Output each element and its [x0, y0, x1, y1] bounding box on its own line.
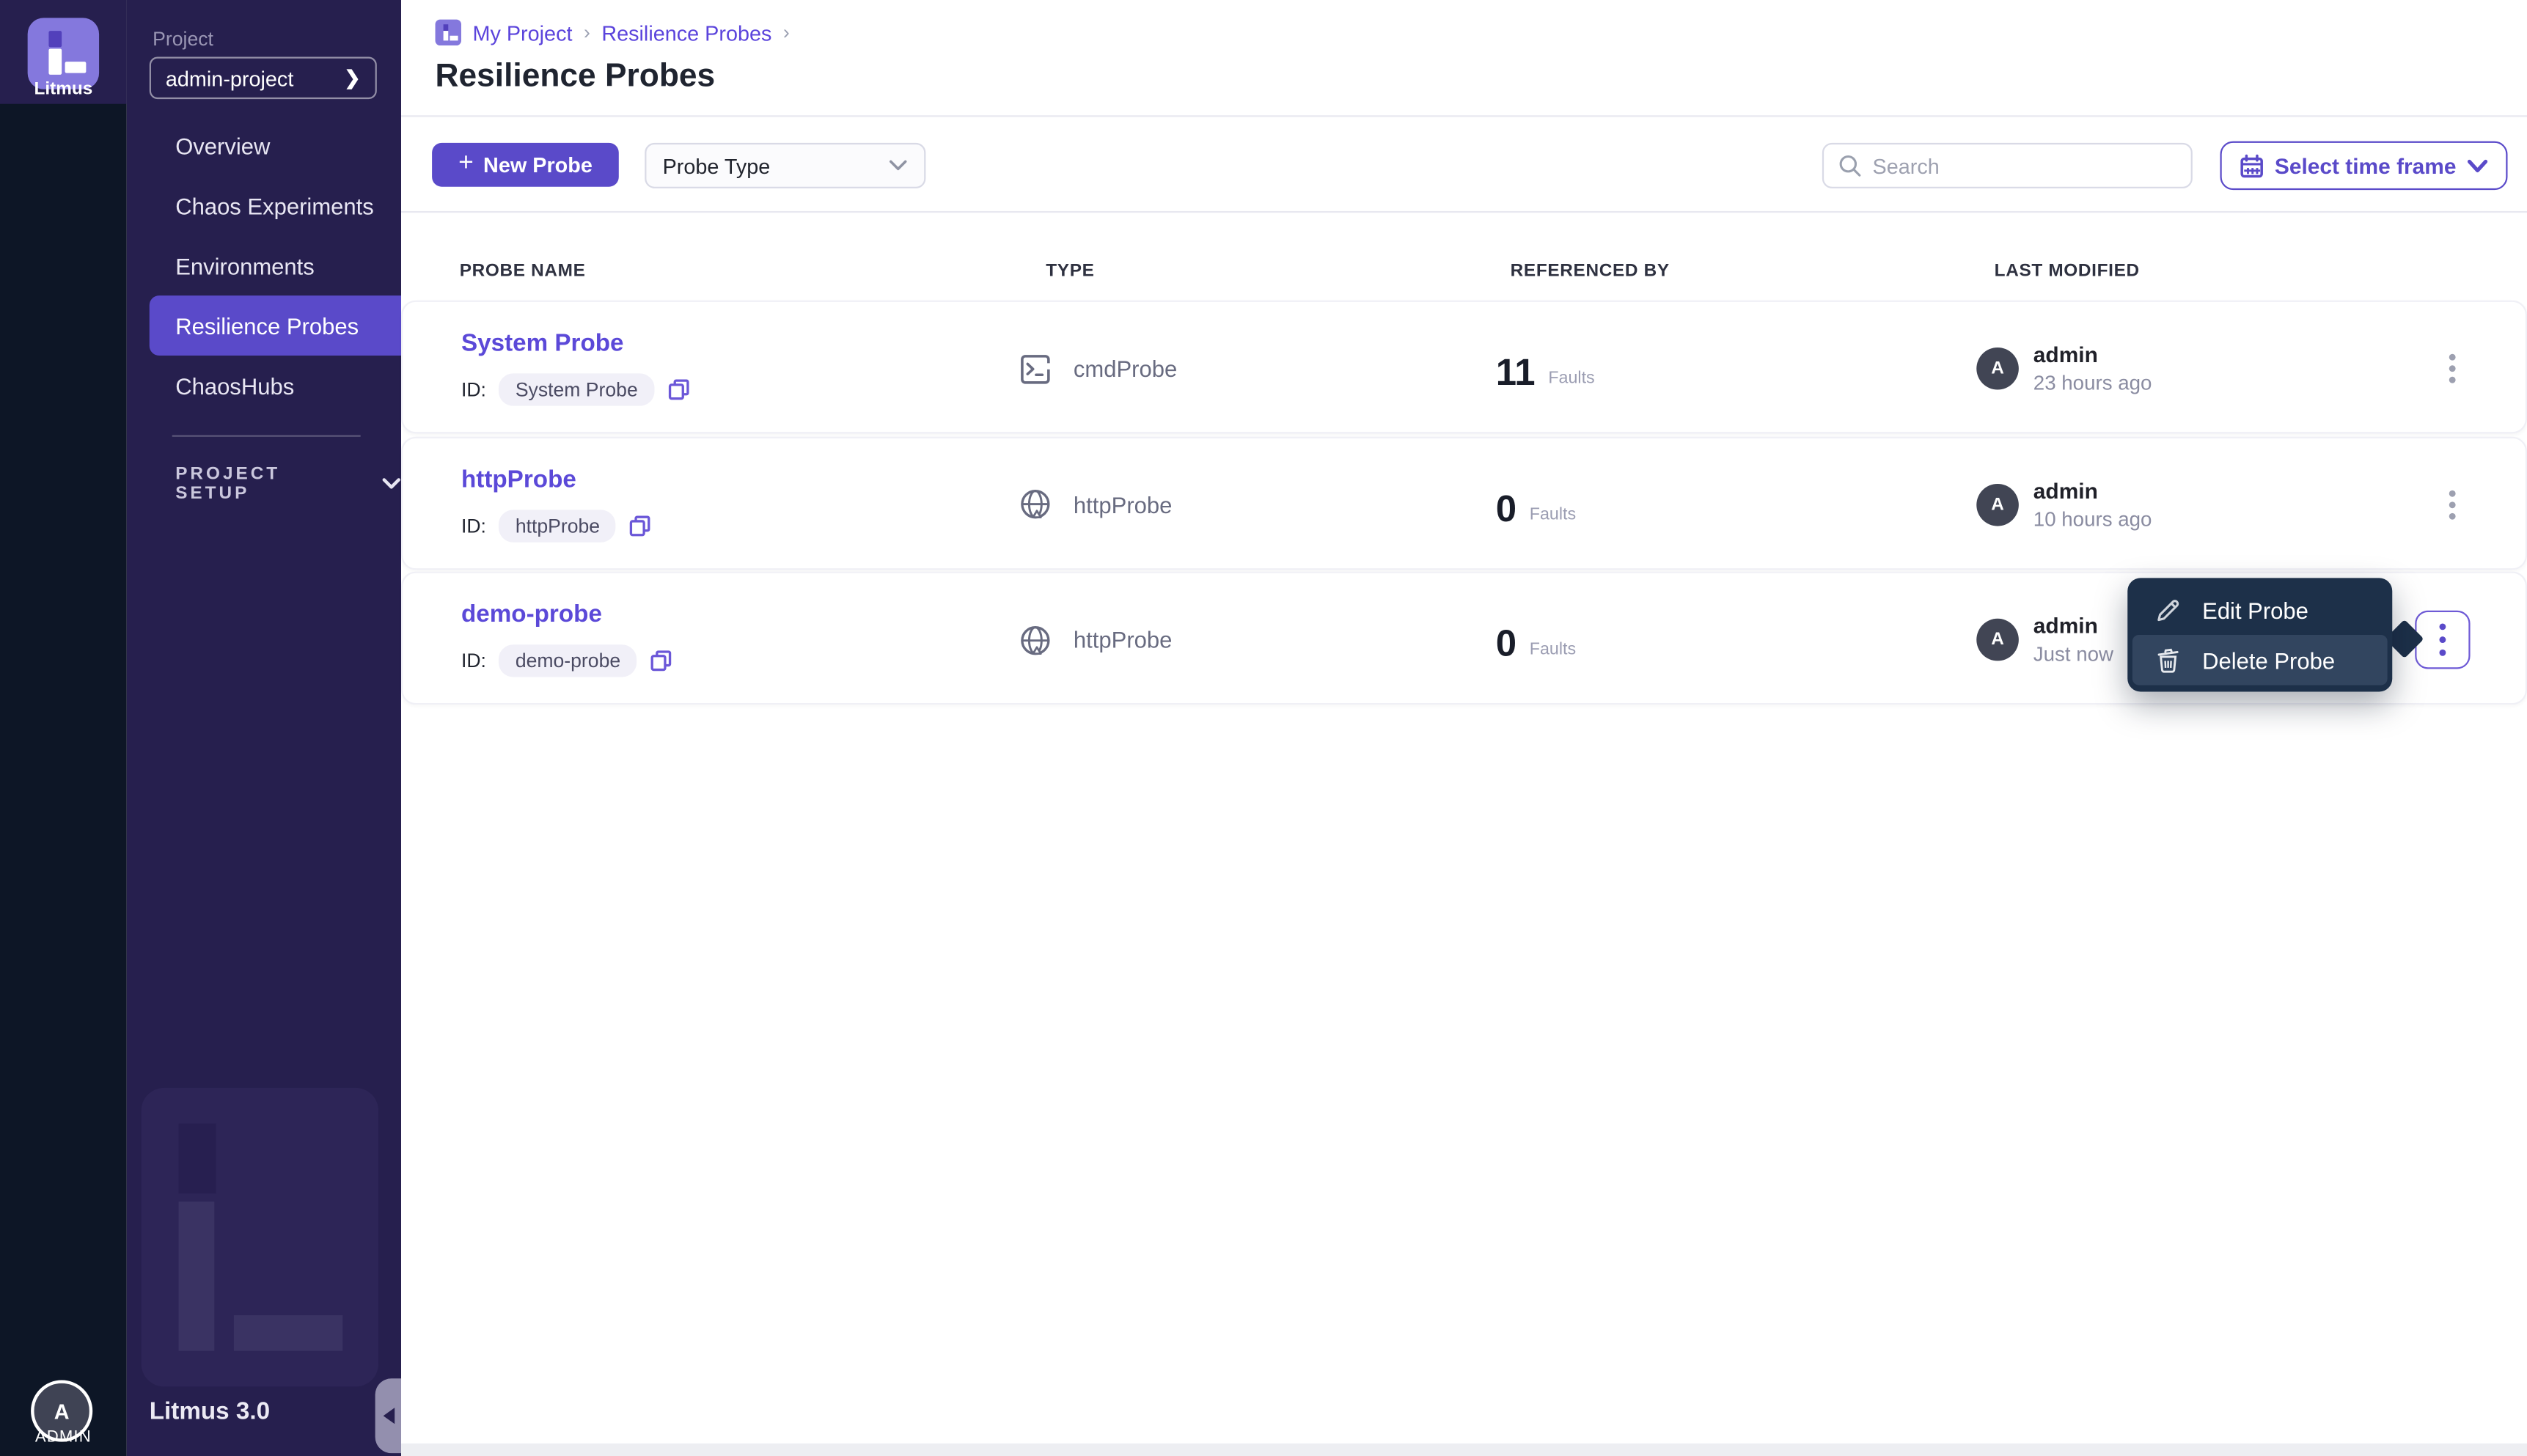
- version-label: Litmus 3.0: [149, 1397, 271, 1426]
- terminal-icon: [1021, 353, 1050, 383]
- project-setup-section[interactable]: PROJECT SETUP: [175, 464, 401, 504]
- delete-probe-menu-item[interactable]: Delete Probe: [2132, 634, 2388, 685]
- breadcrumb-logo-icon: [435, 19, 461, 46]
- column-header-referenced-by: REFERENCED BY: [1510, 261, 1670, 282]
- copy-icon[interactable]: [667, 378, 690, 401]
- plus-icon: +: [458, 149, 474, 177]
- sidebar-item-overview[interactable]: Overview: [175, 132, 271, 158]
- chevron-down-icon: [382, 478, 400, 489]
- probe-id-badge: httpProbe: [499, 509, 617, 542]
- edit-probe-menu-item[interactable]: Edit Probe: [2132, 584, 2388, 635]
- horizontal-scrollbar[interactable]: [401, 1443, 2527, 1456]
- sidebar-divider: [172, 435, 361, 437]
- collapse-arrow-icon: [382, 1408, 395, 1424]
- referenced-unit: Faults: [1548, 368, 1595, 389]
- litmus-logo-label: Litmus: [34, 79, 93, 100]
- referenced-unit: Faults: [1529, 504, 1577, 524]
- sidebar-nav: Overview Chaos Experiments Environments …: [127, 115, 402, 416]
- breadcrumb: My Project › Resilience Probes ›: [435, 19, 790, 46]
- column-header-type: TYPE: [1046, 261, 1095, 282]
- pencil-icon: [2157, 599, 2179, 621]
- litmus-logo-icon[interactable]: [27, 18, 100, 89]
- row-menu-button[interactable]: [2429, 482, 2475, 527]
- modified-time: 23 hours ago: [2033, 372, 2152, 395]
- breadcrumb-separator: ›: [583, 21, 590, 44]
- row-menu-button-open[interactable]: [2415, 610, 2471, 669]
- left-rail: Litmus A ADMIN: [0, 0, 127, 1456]
- modified-time: 10 hours ago: [2033, 507, 2152, 531]
- project-selector-value: admin-project: [165, 65, 294, 90]
- new-probe-button[interactable]: + New Probe: [432, 142, 619, 187]
- chevron-down-icon: [2468, 158, 2489, 172]
- litmus-watermark: [141, 1087, 379, 1387]
- globe-icon: [1021, 490, 1050, 519]
- referenced-count: 11: [1495, 350, 1536, 393]
- probe-type-label: cmdProbe: [1073, 356, 1178, 382]
- admin-avatar[interactable]: A: [31, 1380, 93, 1442]
- table-row: httpProbe ID: httpProbe: [401, 435, 2527, 570]
- table-row: System Probe ID: System Probe: [401, 300, 2527, 434]
- copy-icon[interactable]: [629, 514, 652, 537]
- probe-id-badge: demo-probe: [499, 644, 637, 677]
- avatar: A: [1976, 618, 2019, 661]
- breadcrumb-separator: ›: [782, 21, 790, 44]
- referenced-unit: Faults: [1529, 639, 1577, 660]
- id-label: ID:: [461, 378, 486, 402]
- context-menu: Edit Probe Delete Probe: [2127, 578, 2393, 692]
- chevron-right-icon: ❯: [344, 66, 361, 89]
- probe-type-label: httpProbe: [1073, 490, 1173, 518]
- probe-name-link[interactable]: httpProbe: [461, 465, 576, 493]
- sidebar-item-chaos-experiments[interactable]: Chaos Experiments: [175, 192, 374, 218]
- chevron-down-icon: [889, 160, 907, 171]
- page-title: Resilience Probes: [435, 58, 716, 95]
- id-label: ID:: [461, 513, 486, 537]
- column-header-last-modified: LAST MODIFIED: [1994, 261, 2140, 282]
- search-field: [1822, 142, 2193, 188]
- sidebar-item-chaoshubs[interactable]: ChaosHubs: [175, 372, 295, 399]
- id-label: ID:: [461, 649, 486, 672]
- breadcrumb-project-link[interactable]: My Project: [472, 20, 573, 45]
- toolbar-divider: [401, 210, 2527, 213]
- referenced-count: 0: [1495, 486, 1517, 529]
- sidebar-item-resilience-probes[interactable]: Resilience Probes: [149, 295, 402, 356]
- sidebar-collapse-handle[interactable]: [375, 1378, 402, 1454]
- probe-name-link[interactable]: System Probe: [461, 329, 624, 358]
- breadcrumb-page-link[interactable]: Resilience Probes: [601, 20, 772, 45]
- search-icon: [1839, 155, 1861, 177]
- project-selector[interactable]: admin-project ❯: [149, 56, 377, 100]
- probe-name-link[interactable]: demo-probe: [461, 600, 602, 629]
- modified-by: admin: [2033, 614, 2098, 639]
- modified-by: admin: [2033, 342, 2098, 367]
- select-time-frame-button[interactable]: Select time frame: [2220, 141, 2508, 191]
- sidebar-item-environments[interactable]: Environments: [175, 252, 315, 279]
- probe-type-label: httpProbe: [1073, 626, 1173, 653]
- trash-icon: [2157, 647, 2179, 672]
- probe-id-badge: System Probe: [499, 373, 654, 406]
- globe-icon: [1021, 625, 1050, 655]
- modified-time: Just now: [2033, 643, 2114, 666]
- copy-icon[interactable]: [650, 650, 672, 672]
- sidebar: Project admin-project ❯ Overview Chaos E…: [126, 0, 402, 1456]
- project-label: Project: [153, 27, 213, 51]
- main-content: My Project › Resilience Probes › Resilie…: [401, 0, 2527, 1456]
- header-divider: [401, 115, 2527, 117]
- avatar: A: [1976, 347, 2019, 390]
- probe-table: System Probe ID: System Probe: [401, 300, 2527, 707]
- avatar: A: [1976, 482, 2019, 526]
- column-header-probe-name: PROBE NAME: [459, 261, 586, 282]
- admin-label: ADMIN: [34, 1428, 92, 1447]
- modified-by: admin: [2033, 478, 2098, 503]
- referenced-count: 0: [1495, 622, 1517, 664]
- search-input[interactable]: [1872, 153, 2176, 178]
- row-menu-button[interactable]: [2429, 346, 2475, 391]
- probe-type-select[interactable]: Probe Type: [645, 142, 926, 188]
- calendar-icon: [2240, 153, 2263, 177]
